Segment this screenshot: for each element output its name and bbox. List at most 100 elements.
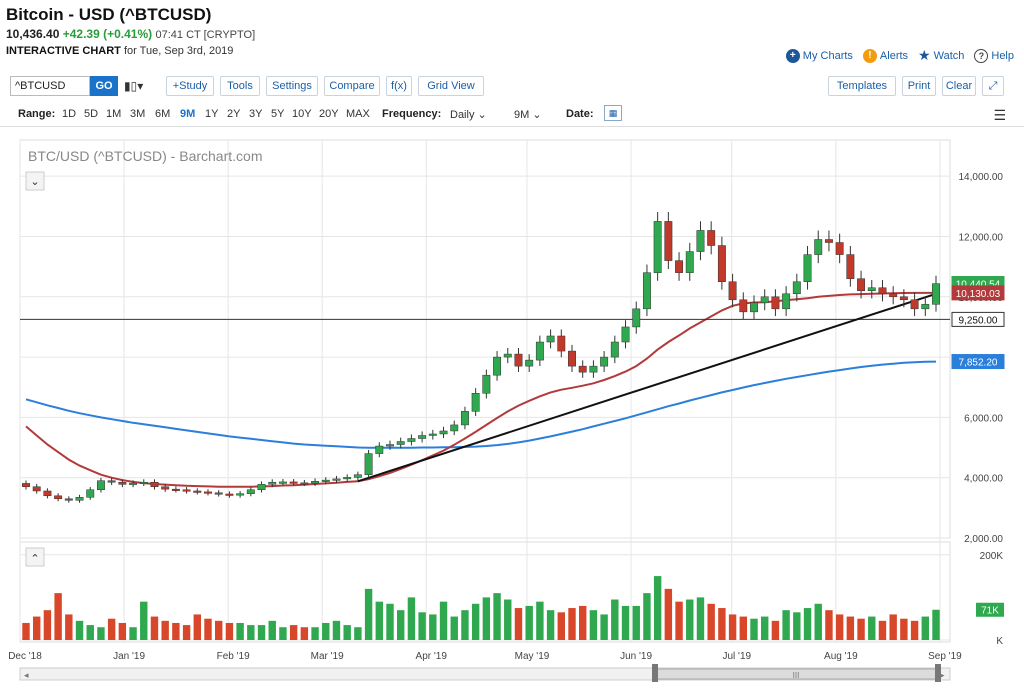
candle-body (257, 484, 266, 491)
candle-body (846, 254, 855, 279)
candle-body (64, 498, 73, 501)
range-6m[interactable]: 6M (155, 108, 171, 120)
menu-icon[interactable]: ☰ (993, 107, 1006, 123)
range-1m[interactable]: 1M (106, 108, 122, 120)
compare-button[interactable]: Compare (324, 76, 380, 96)
range-2y[interactable]: 2Y (227, 108, 241, 120)
candle-body (118, 481, 127, 485)
alerts-link[interactable]: ! Alerts (862, 48, 908, 63)
candle-body (514, 353, 523, 367)
candle-body (589, 365, 598, 373)
y-tick-label: 2,000.00 (964, 534, 1003, 545)
frequency-select[interactable]: Daily ⌄ (450, 108, 487, 121)
print-button[interactable]: Print (902, 76, 936, 96)
range-3m[interactable]: 3M (130, 108, 146, 120)
candle-body (96, 480, 105, 491)
volume-bar (932, 609, 940, 640)
range-1d[interactable]: 1D (62, 108, 77, 120)
price-chart[interactable]: BTC/USD (^BTCUSD) - Barchart.com ⌄ ⌃ 14,… (0, 128, 1024, 688)
chevron-down-icon: ⌄ (532, 109, 542, 121)
range-5y[interactable]: 5Y (271, 108, 285, 120)
range-5d[interactable]: 5D (84, 108, 99, 120)
candle-body (418, 435, 427, 439)
chevron-down-icon: ⌄ (30, 176, 39, 188)
candle-body (107, 480, 116, 483)
volume-bar (546, 610, 555, 640)
symbol-input[interactable]: ^BTCUSD (10, 76, 90, 96)
x-tick-label: Jan '19 (113, 651, 145, 662)
candle-body (600, 356, 609, 367)
volume-tick-label: 200K (980, 551, 1004, 562)
volume-bar (279, 627, 287, 640)
range-bar: Range: 1D 5D 1M 3M 6M 9M 1Y 2Y 3Y 5Y 10Y… (0, 101, 1024, 127)
tools-button[interactable]: Tools (220, 76, 260, 96)
expand-button[interactable]: ⤢ (982, 76, 1004, 96)
scroll-right-icon[interactable]: ▸ (940, 670, 945, 680)
range-1y[interactable]: 1Y (205, 108, 219, 120)
calendar-icon[interactable]: ▦ (604, 105, 622, 121)
range-9m[interactable]: 9M (180, 108, 196, 120)
range-3y[interactable]: 3Y (249, 108, 263, 120)
candle-body (814, 239, 823, 255)
range-max[interactable]: MAX (346, 108, 370, 120)
expand-volume-button[interactable] (25, 547, 45, 567)
candle-body (546, 335, 555, 343)
volume-bar (354, 627, 362, 640)
volume-bar (107, 618, 116, 640)
x-tick-label: May '19 (515, 651, 550, 662)
candle-body (86, 489, 95, 498)
volume-bar (504, 599, 512, 640)
last-price: 10,436.40 (6, 27, 60, 41)
collapse-button[interactable] (25, 171, 45, 191)
clear-button[interactable]: Clear (942, 76, 976, 96)
x-tick-label: Jun '19 (620, 651, 652, 662)
candle-body (428, 433, 437, 436)
ma-short-label-box (951, 285, 1005, 301)
range-20y[interactable]: 20Y (319, 108, 339, 120)
volume-bar (803, 608, 812, 640)
go-button[interactable]: GO (90, 76, 118, 96)
candle-body (578, 365, 587, 373)
trend-line[interactable] (357, 292, 937, 483)
volume-bar (835, 614, 844, 640)
volume-bar (589, 610, 598, 640)
grid-view-button[interactable]: Grid View (418, 76, 484, 96)
scrollbar-right-handle[interactable] (935, 664, 941, 682)
templates-button[interactable]: Templates (828, 76, 896, 96)
candle-body (22, 483, 30, 487)
candle-body (899, 296, 908, 301)
candle-body (450, 424, 459, 432)
period-select[interactable]: 9M ⌄ (514, 108, 542, 121)
candle-body (728, 281, 737, 301)
volume-bar (825, 610, 833, 640)
range-10y[interactable]: 10Y (292, 108, 312, 120)
volume-tick-label: K (996, 636, 1003, 647)
volume-bar (236, 622, 244, 640)
volume-bar (386, 603, 394, 640)
volume-bar (86, 625, 94, 640)
volume-bar (643, 593, 651, 640)
volume-bar (868, 616, 876, 640)
volume-bar (514, 608, 523, 640)
candle-body (278, 481, 287, 484)
watch-link[interactable]: ★ Watch (918, 47, 964, 64)
volume-bar (54, 593, 62, 640)
chevron-down-icon: ⌄ (477, 109, 487, 121)
volume-bar (761, 616, 769, 640)
candle-body (311, 481, 320, 484)
scrollbar-left-handle[interactable] (652, 664, 658, 682)
help-link[interactable]: ? Help (974, 48, 1014, 63)
x-tick-label: Aug '19 (824, 651, 858, 662)
chart-type-icon[interactable]: ▮▯▾ (124, 79, 144, 93)
study-button[interactable]: +Study (166, 76, 214, 96)
volume-bar (118, 622, 127, 640)
candle-body (139, 481, 148, 484)
quote-header: Bitcoin - USD (^BTCUSD) 10,436.40 +42.39… (6, 4, 255, 59)
candle-body (54, 495, 63, 500)
settings-button[interactable]: Settings (266, 76, 318, 96)
candle-body (204, 491, 212, 494)
my-charts-link[interactable]: + My Charts (785, 48, 853, 63)
fx-button[interactable]: f(x) (386, 76, 412, 96)
scroll-left-icon[interactable]: ◂ (24, 670, 29, 680)
price-change: +42.39 (+0.41%) (62, 27, 153, 41)
